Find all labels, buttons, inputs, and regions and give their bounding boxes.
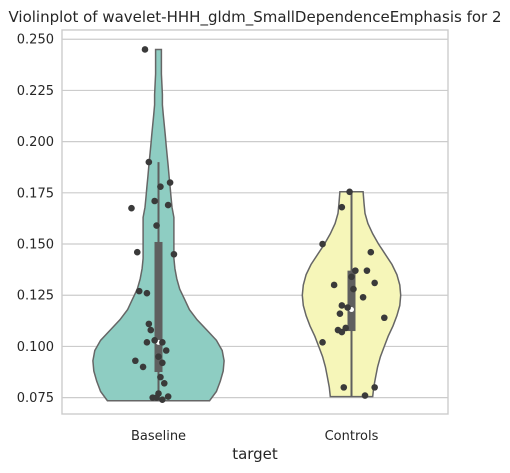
data-point bbox=[166, 179, 174, 186]
x-axis: Baseline Controls bbox=[131, 429, 379, 444]
data-point bbox=[139, 363, 147, 371]
data-point bbox=[359, 293, 367, 301]
data-point bbox=[160, 379, 168, 387]
data-point bbox=[363, 267, 371, 274]
x-axis-label: target bbox=[232, 445, 278, 463]
data-point bbox=[147, 326, 155, 334]
data-point bbox=[132, 357, 139, 365]
data-point bbox=[319, 240, 326, 248]
data-point bbox=[371, 279, 378, 287]
data-point bbox=[128, 204, 135, 212]
data-point bbox=[162, 347, 170, 354]
data-point bbox=[334, 326, 342, 334]
data-point bbox=[159, 359, 166, 367]
data-point bbox=[143, 339, 151, 346]
data-point bbox=[344, 304, 351, 311]
data-point bbox=[336, 310, 344, 317]
y-tick-label: 0.075 bbox=[17, 391, 54, 406]
iqr-box bbox=[154, 241, 163, 373]
data-point bbox=[157, 183, 164, 190]
y-tick-label: 0.175 bbox=[17, 186, 54, 201]
y-tick-label: 0.150 bbox=[17, 238, 54, 253]
data-point bbox=[159, 339, 166, 346]
chart-title: Violinplot of wavelet-HHH_gldm_SmallDepe… bbox=[8, 8, 501, 27]
data-point bbox=[141, 46, 149, 53]
data-point bbox=[151, 197, 158, 205]
y-tick-label: 0.100 bbox=[17, 340, 54, 355]
plot-frame bbox=[61, 29, 449, 415]
data-point bbox=[164, 393, 172, 400]
x-tick-label: Controls bbox=[325, 429, 379, 444]
plot-area bbox=[92, 46, 402, 403]
y-tick-label: 0.250 bbox=[17, 33, 54, 48]
data-point bbox=[133, 248, 141, 256]
y-tick-label: 0.225 bbox=[17, 84, 54, 99]
data-point bbox=[361, 392, 369, 399]
data-point bbox=[367, 248, 375, 256]
data-point bbox=[319, 339, 326, 346]
y-tick-label: 0.200 bbox=[17, 135, 54, 150]
data-point bbox=[149, 394, 157, 401]
data-point bbox=[157, 373, 164, 381]
data-point bbox=[348, 273, 355, 281]
y-axis: 0.075 0.100 0.125 0.150 0.175 0.200 0.225 0.250 bbox=[17, 33, 54, 406]
y-tick-label: 0.125 bbox=[17, 289, 54, 304]
data-point bbox=[346, 188, 353, 196]
data-point bbox=[352, 267, 359, 274]
data-point bbox=[151, 336, 158, 344]
data-point bbox=[153, 222, 160, 229]
data-point bbox=[135, 287, 143, 295]
data-point bbox=[371, 384, 378, 391]
data-point bbox=[338, 302, 346, 309]
data-point bbox=[350, 285, 357, 293]
data-point bbox=[155, 353, 162, 360]
data-point bbox=[145, 320, 153, 328]
data-point bbox=[145, 158, 153, 166]
data-point bbox=[143, 289, 151, 297]
data-point bbox=[159, 396, 166, 403]
data-point bbox=[340, 384, 348, 391]
data-point bbox=[164, 201, 172, 209]
data-point bbox=[170, 250, 178, 258]
data-point bbox=[338, 203, 346, 211]
x-tick-label: Baseline bbox=[131, 429, 186, 444]
iqr-box bbox=[347, 270, 356, 332]
data-point bbox=[381, 314, 388, 322]
data-point bbox=[330, 281, 338, 289]
